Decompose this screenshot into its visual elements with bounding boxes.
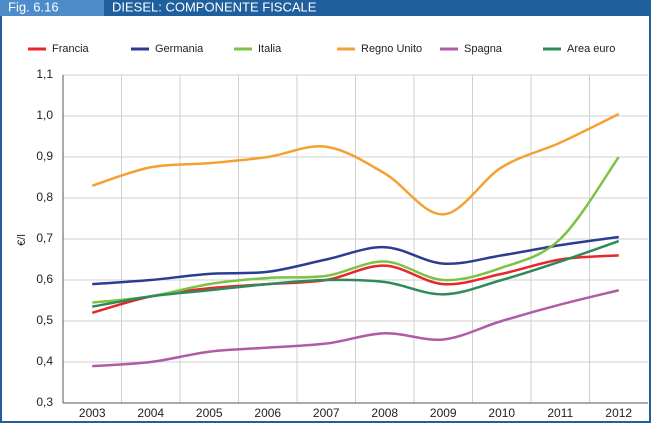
y-tick-label: 0,7 (36, 231, 53, 245)
x-tick-label: 2005 (196, 406, 223, 420)
header-bar (0, 0, 651, 16)
y-tick-label: 1,0 (36, 108, 53, 122)
y-tick-label: 0,3 (36, 395, 53, 409)
series-line (91, 112, 620, 216)
legend-label: Spagna (464, 43, 503, 55)
x-tick-label: 2009 (430, 406, 457, 420)
x-tick-label: 2008 (371, 406, 398, 420)
x-tick-label: 2012 (605, 406, 632, 420)
x-tick-label: 2006 (254, 406, 281, 420)
x-tick-label: 2011 (547, 406, 573, 420)
series-line (92, 235, 619, 286)
series-line (91, 254, 619, 315)
x-tick-label: 2007 (313, 406, 340, 420)
x-tick-label: 2004 (137, 406, 164, 420)
y-tick-label: 0,5 (36, 313, 53, 327)
legend-label: Germania (155, 43, 204, 55)
figure-label: Fig. 6.16 (8, 0, 59, 14)
header-label-box (0, 0, 104, 16)
y-tick-label: 0,9 (36, 149, 53, 163)
legend-label: Francia (52, 43, 90, 55)
x-tick-label: 2003 (79, 406, 106, 420)
series-line (92, 239, 620, 308)
y-axis-label: €/l (16, 234, 28, 246)
y-tick-label: 0,4 (36, 354, 53, 368)
series-line (92, 289, 620, 368)
legend-label: Regno Unito (361, 43, 422, 55)
legend-label: Italia (258, 43, 282, 55)
legend-label: Area euro (567, 43, 615, 55)
x-tick-label: 2010 (488, 406, 515, 420)
y-tick-label: 1,1 (36, 67, 53, 81)
chart-title: DIESEL: COMPONENTE FISCALE (112, 0, 317, 14)
y-tick-label: 0,8 (36, 190, 53, 204)
series-line (92, 156, 620, 304)
y-tick-label: 0,6 (36, 272, 53, 286)
